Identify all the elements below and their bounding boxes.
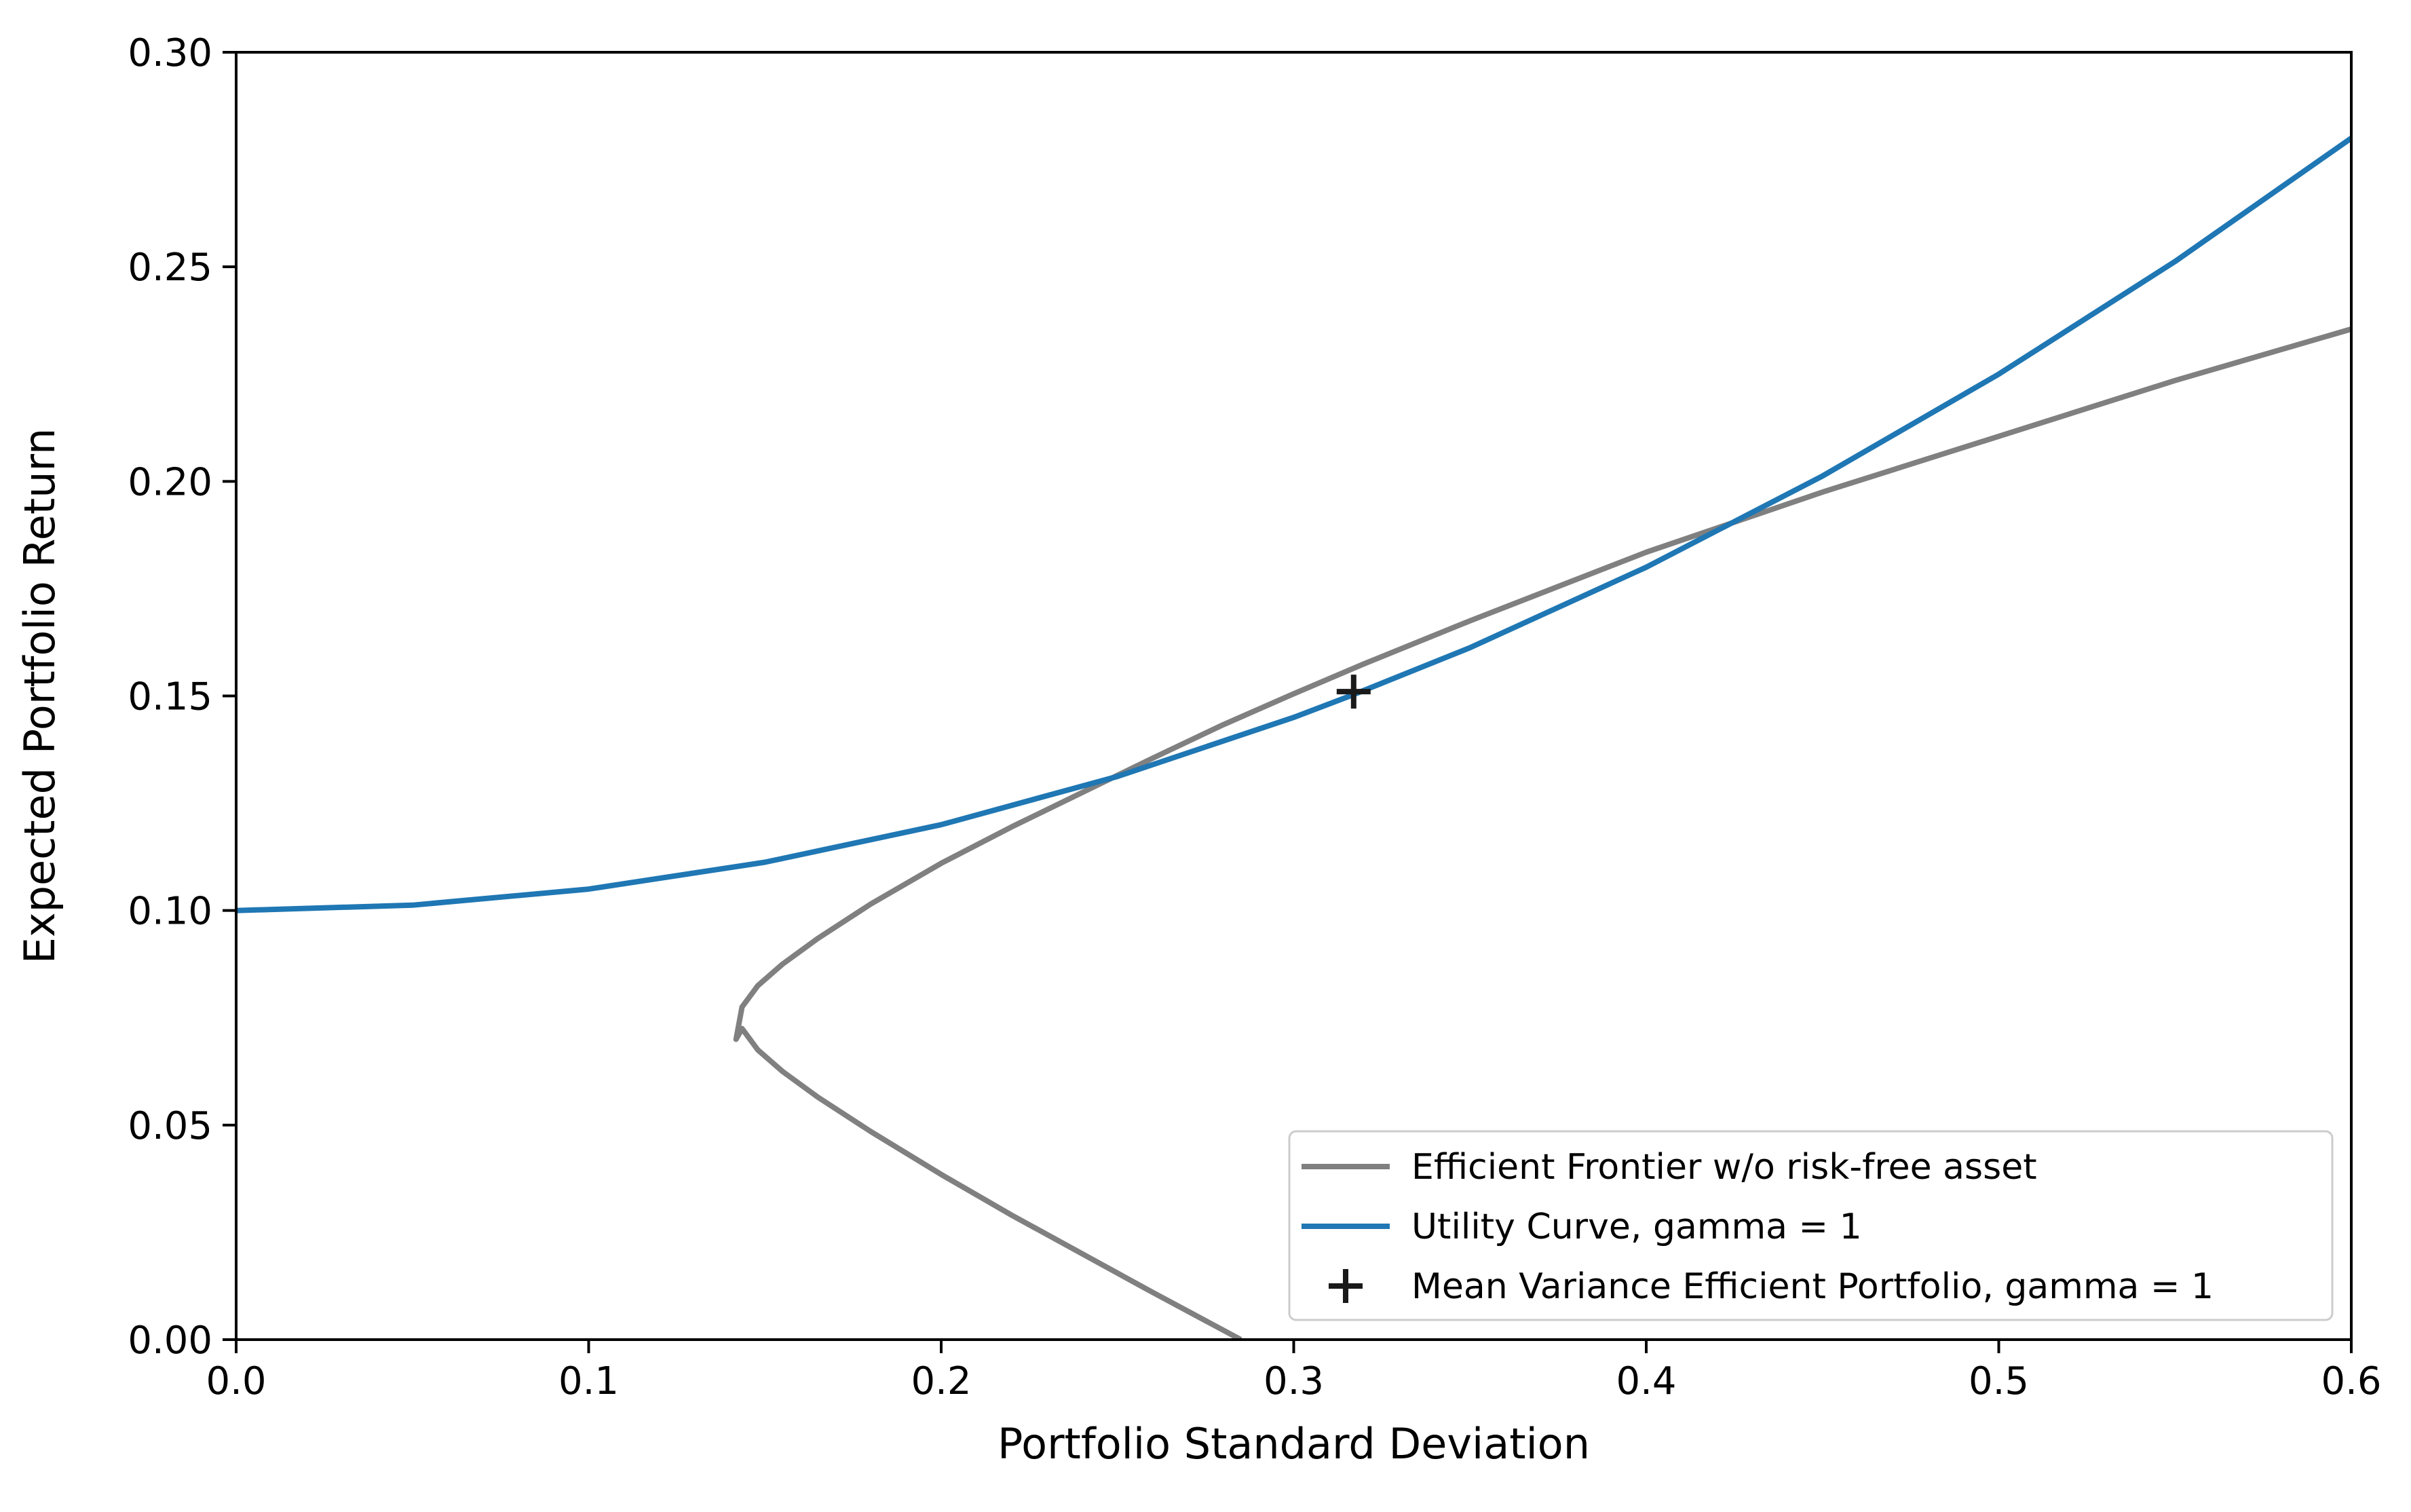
legend-label-0: Efficient Frontier w/o risk-free asset xyxy=(1411,1147,2037,1188)
y-tick-label: 0.00 xyxy=(128,1319,212,1363)
y-tick-label: 0.30 xyxy=(128,31,212,75)
series-layer xyxy=(236,136,2351,1340)
x-tick-label: 0.2 xyxy=(911,1359,971,1403)
y-tick-label: 0.10 xyxy=(128,890,212,934)
legend-label-2: Mean Variance Efficient Portfolio, gamma… xyxy=(1411,1266,2214,1307)
legend: Efficient Frontier w/o risk-free asset Ut… xyxy=(1288,1130,2334,1321)
legend-box xyxy=(1288,1130,2334,1321)
x-tick-label: 0.3 xyxy=(1264,1359,1324,1403)
x-axis-label: Portfolio Standard Deviation xyxy=(998,1419,1590,1469)
efficient-portfolio-marker xyxy=(1336,675,1371,709)
series-line-1 xyxy=(236,136,2351,913)
x-tick-label: 0.6 xyxy=(2321,1359,2381,1403)
y-tick-label: 0.05 xyxy=(128,1104,212,1148)
x-tick-label: 0.1 xyxy=(558,1359,619,1403)
x-tick-label: 0.5 xyxy=(1969,1359,2029,1403)
x-tick-label: 0.4 xyxy=(1616,1359,1676,1403)
y-tick-label: 0.15 xyxy=(128,675,212,719)
legend-swatch-2 xyxy=(1329,1269,1363,1303)
y-tick-label: 0.20 xyxy=(128,460,212,504)
legend-label-1: Utility Curve, gamma = 1 xyxy=(1411,1207,1862,1247)
y-tick-label: 0.25 xyxy=(128,246,212,290)
series-line-0 xyxy=(733,326,2351,1340)
x-tick-label: 0.0 xyxy=(206,1359,266,1403)
axes-layer: 0.0 0.1 0.2 0.3 0.4 0.5 0.6 0.00 0.05 0.10 0.15 0.2… xyxy=(128,31,2381,1403)
y-axis-label: Expected Portfolio Return xyxy=(15,428,64,964)
